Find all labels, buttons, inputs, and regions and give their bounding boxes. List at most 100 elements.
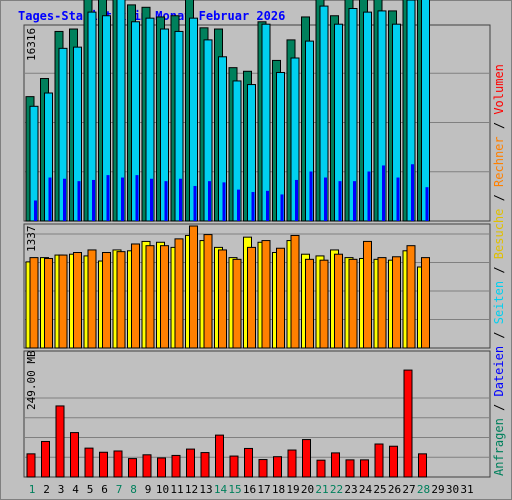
day-label: 6 xyxy=(101,483,108,496)
bar-volumen xyxy=(287,449,297,478)
bar-seiten xyxy=(266,190,269,221)
bar-volumen xyxy=(171,454,181,478)
bar-seiten xyxy=(309,171,313,221)
bar-seiten xyxy=(121,177,124,221)
day-label: 24 xyxy=(359,483,373,496)
bar-seiten xyxy=(367,171,371,221)
bar-rechner xyxy=(73,252,82,349)
day-label: 2 xyxy=(43,483,50,496)
bar-rechner xyxy=(58,254,68,349)
bar-seiten xyxy=(251,192,255,221)
bar-volumen xyxy=(418,453,427,478)
bar-volumen xyxy=(128,458,137,478)
bar-seiten xyxy=(396,177,400,221)
legend-part: Besuche xyxy=(492,209,506,260)
panel-visits-hosts xyxy=(23,223,491,349)
legend-part: / xyxy=(492,324,506,346)
legend-part: Seiten xyxy=(492,281,506,324)
day-label: 13 xyxy=(199,483,212,496)
day-label: 15 xyxy=(228,483,241,496)
bar-volumen xyxy=(374,443,384,478)
y-max-label-bottom: 249.00 MB xyxy=(25,350,38,410)
day-label: 31 xyxy=(460,483,473,496)
bar-seiten xyxy=(425,187,429,221)
day-label: 3 xyxy=(58,483,65,496)
bar-volumen xyxy=(215,434,224,478)
bar-seiten xyxy=(280,194,284,221)
day-label: 8 xyxy=(130,483,137,496)
bar-rechner xyxy=(116,251,126,349)
bar-rechner xyxy=(145,245,155,349)
bar-seiten xyxy=(237,189,240,221)
bar-rechner xyxy=(392,256,401,349)
day-label: 9 xyxy=(145,483,152,496)
panel-requests-files-pages xyxy=(23,0,491,222)
bar-rechner xyxy=(406,245,416,349)
day-label: 4 xyxy=(72,483,79,496)
bar-seiten xyxy=(338,181,342,221)
bar-rechner xyxy=(261,240,271,349)
day-label: 19 xyxy=(286,483,299,496)
day-label: 7 xyxy=(116,483,123,496)
day-label: 20 xyxy=(301,483,314,496)
legend-part: / xyxy=(492,397,506,419)
bar-rechner xyxy=(29,257,39,349)
day-label: 23 xyxy=(344,483,357,496)
bar-seiten xyxy=(411,164,414,221)
bar-volumen xyxy=(258,459,268,478)
day-label: 22 xyxy=(330,483,343,496)
bar-volumen xyxy=(55,405,65,478)
y-max-label-middle: 1337 xyxy=(25,226,38,253)
day-label: 1 xyxy=(29,483,36,496)
day-label: 26 xyxy=(388,483,401,496)
right-legend: Anfragen / Dateien / Seiten / Besuche / … xyxy=(492,64,506,476)
bar-volumen xyxy=(389,445,398,478)
bar-volumen xyxy=(113,450,123,478)
bar-rechner xyxy=(363,240,372,349)
bar-rechner xyxy=(348,258,358,349)
bar-seiten xyxy=(135,175,139,221)
bar-volumen xyxy=(244,447,253,478)
bar-rechner xyxy=(247,246,256,349)
day-label: 29 xyxy=(431,483,444,496)
bar-rechner xyxy=(305,258,314,349)
bar-rechner xyxy=(218,249,227,349)
bar-seiten xyxy=(77,181,81,221)
bar-seiten xyxy=(208,181,211,221)
bar-seiten xyxy=(353,181,356,221)
bar-volumen xyxy=(273,456,282,478)
bar-seiten xyxy=(164,181,168,221)
day-label: 16 xyxy=(243,483,256,496)
bar-rechner xyxy=(174,238,184,349)
day-label: 12 xyxy=(185,483,198,496)
bar-seiten xyxy=(34,200,37,221)
bar-seiten xyxy=(106,175,110,221)
bar-seiten xyxy=(63,178,66,221)
bar-volumen xyxy=(84,447,94,478)
bar-volumen xyxy=(302,439,311,478)
bar-volumen xyxy=(316,459,326,478)
legend-part: Rechner xyxy=(492,136,506,187)
legend-part: Dateien xyxy=(492,346,506,397)
day-label: 25 xyxy=(373,483,386,496)
bar-rechner xyxy=(189,225,198,349)
bar-rechner xyxy=(290,234,300,349)
bar-volumen xyxy=(360,459,369,478)
legend-part: / xyxy=(492,187,506,209)
bar-volumen xyxy=(403,369,413,478)
bar-rechner xyxy=(87,249,97,349)
bar-rechner xyxy=(276,247,285,349)
legend-part: Volumen xyxy=(492,64,506,115)
bar-volumen xyxy=(229,455,239,478)
day-label: 11 xyxy=(170,483,183,496)
bar-seiten xyxy=(222,182,226,221)
bar-rechner xyxy=(421,257,430,349)
bar-volumen xyxy=(200,452,210,478)
day-label: 10 xyxy=(156,483,169,496)
day-label: 21 xyxy=(315,483,328,496)
bar-seiten xyxy=(92,179,95,221)
bar-volumen xyxy=(331,452,340,478)
legend-part: / xyxy=(492,259,506,281)
bar-volumen xyxy=(186,448,195,478)
